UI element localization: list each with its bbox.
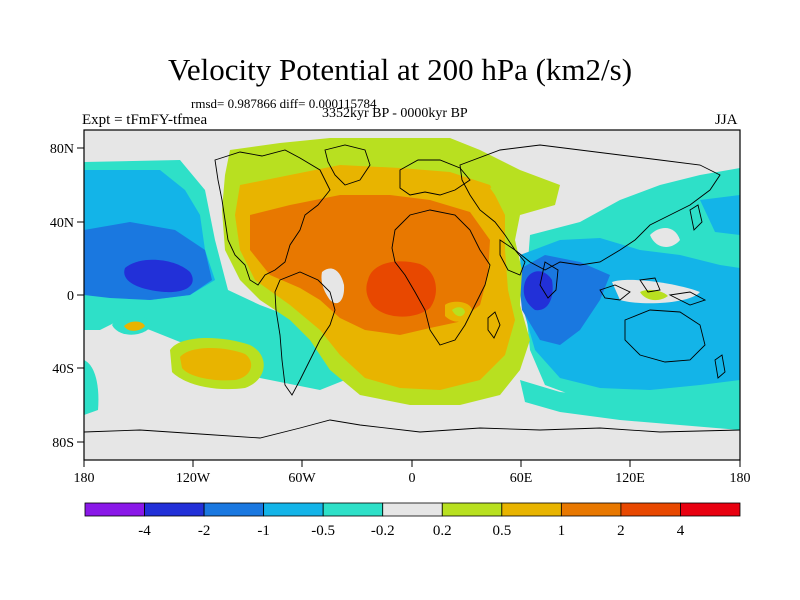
period-label: 3352kyr BP - 0000kyr BP <box>322 106 468 121</box>
colorbar-label: 0.2 <box>433 523 452 539</box>
colorbar-label: -1 <box>257 523 270 539</box>
colorbar: -4 -2 -1 -0.5 -0.2 0.2 0.5 1 2 4 <box>84 502 741 539</box>
south-pacific-yellow <box>180 347 252 381</box>
coastlines <box>84 144 740 439</box>
x-tick-120w: 120W <box>176 471 211 486</box>
east-china-gray-patch <box>650 228 680 247</box>
map-title: Velocity Potential at 200 hPa (km2/s) <box>167 52 633 87</box>
colorbar-swatch <box>322 502 384 517</box>
x-tick-60w: 60W <box>288 471 316 486</box>
colorbar-label: 4 <box>677 523 685 539</box>
x-tick-180e: 180 <box>730 471 751 486</box>
y-tick-80s: 80S <box>52 436 74 451</box>
season-label: JJA <box>715 112 738 128</box>
colorbar-label: -0.5 <box>311 523 335 539</box>
colorbar-label: -2 <box>198 523 211 539</box>
colorbar-swatch <box>382 502 443 517</box>
x-tick-60e: 60E <box>510 471 533 486</box>
east-pacific-darkblue <box>124 259 193 293</box>
colorbar-swatch <box>620 502 681 517</box>
y-tick-0: 0 <box>67 289 74 304</box>
axis-ticks <box>77 147 741 467</box>
colorbar-swatch <box>203 502 265 517</box>
y-tick-80n: 80N <box>50 142 74 157</box>
colorbar-label: 2 <box>617 523 625 539</box>
x-tick-120e: 120E <box>615 471 645 486</box>
colorbar-swatch <box>84 502 145 517</box>
colorbar-swatch <box>501 502 562 517</box>
y-tick-40n: 40N <box>50 216 74 231</box>
indian-ocean-darkblue <box>523 271 553 311</box>
experiment-label: Expt = tFmFY-tfmea <box>82 112 208 128</box>
north-atlantic-lime <box>490 183 555 205</box>
colorbar-label: -4 <box>138 523 151 539</box>
colorbar-swatch <box>144 502 205 517</box>
east-pacific-edge-lightblue <box>700 195 740 235</box>
arabian-lime-patch <box>452 307 465 317</box>
stats-text: rmsd= 0.987866 diff= 0.000115784 <box>191 96 377 111</box>
southern-ocean-cyan <box>520 380 740 430</box>
colorbar-swatch <box>263 502 324 517</box>
y-tick-40s: 40S <box>52 362 74 377</box>
colorbar-swatch <box>560 502 622 517</box>
colorbar-label: -0.2 <box>371 523 395 539</box>
colorbar-swatch <box>441 502 503 517</box>
colorbar-label: 1 <box>558 523 566 539</box>
colorbar-swatch <box>680 502 741 517</box>
small-pacific-spot-yellow <box>124 321 145 331</box>
south-america-gray <box>321 268 345 304</box>
colorbar-label: 0.5 <box>492 523 511 539</box>
x-tick-0: 0 <box>409 471 416 486</box>
guinea-max-red <box>366 261 436 317</box>
maritime-yellow-patch <box>640 289 668 301</box>
contour-field <box>84 130 740 460</box>
south-pacific-cyan-west <box>84 360 99 415</box>
x-tick-180w: 180 <box>74 471 95 486</box>
